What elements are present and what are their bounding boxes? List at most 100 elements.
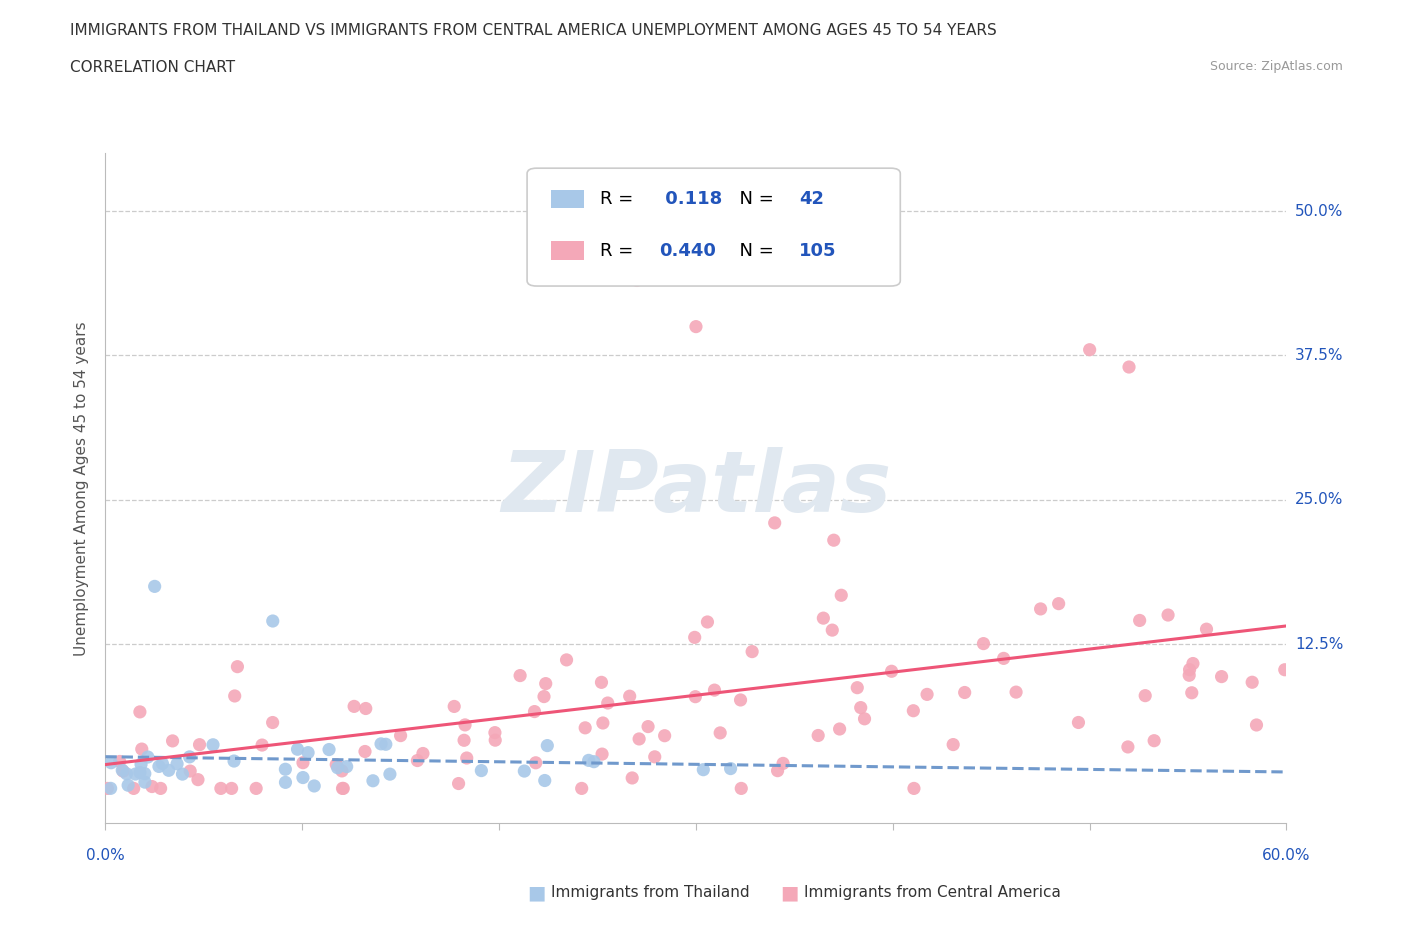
Point <box>1181 656 1204 671</box>
Point <box>484 725 506 740</box>
Point <box>942 737 965 752</box>
Point <box>696 615 718 630</box>
Point <box>1118 360 1140 375</box>
Point <box>1241 675 1264 690</box>
Point <box>354 744 377 759</box>
Point <box>720 761 742 776</box>
Point <box>644 750 666 764</box>
Point <box>209 781 232 796</box>
Point <box>596 696 619 711</box>
FancyBboxPatch shape <box>527 168 900 286</box>
Point <box>536 738 558 753</box>
Point <box>100 755 122 770</box>
Point <box>915 687 938 702</box>
Point <box>343 699 366 714</box>
Point <box>821 623 844 638</box>
Point <box>149 781 172 796</box>
Point <box>772 756 794 771</box>
Point <box>370 737 392 751</box>
Point <box>509 668 531 683</box>
Point <box>129 757 152 772</box>
Point <box>162 734 184 749</box>
Point <box>1005 684 1028 699</box>
Point <box>524 755 547 770</box>
Point <box>1116 739 1139 754</box>
Point <box>591 675 613 690</box>
Text: 0.440: 0.440 <box>659 242 716 259</box>
Point <box>336 759 359 774</box>
Point <box>245 781 267 796</box>
Point <box>262 715 284 730</box>
Point <box>830 588 852 603</box>
Point <box>332 781 354 796</box>
Point <box>274 775 297 790</box>
Point <box>703 683 725 698</box>
Point <box>591 747 613 762</box>
FancyBboxPatch shape <box>551 190 583 208</box>
Text: 0.0%: 0.0% <box>86 848 125 863</box>
Point <box>1157 607 1180 622</box>
Point <box>374 737 396 751</box>
Text: R =: R = <box>600 190 640 208</box>
Point <box>1135 688 1157 703</box>
Point <box>172 766 194 781</box>
Point <box>157 763 180 777</box>
Point <box>100 781 122 796</box>
Point <box>1181 685 1204 700</box>
Point <box>318 742 340 757</box>
Text: R =: R = <box>600 242 640 259</box>
Point <box>685 319 707 334</box>
Point <box>766 764 789 778</box>
Text: 50.0%: 50.0% <box>1295 204 1343 219</box>
Point <box>571 781 593 796</box>
Point <box>330 764 353 778</box>
Point <box>470 764 492 778</box>
Text: ZIPatlas: ZIPatlas <box>501 446 891 530</box>
Point <box>454 717 477 732</box>
Point <box>972 636 994 651</box>
Point <box>592 715 614 730</box>
Point <box>1078 342 1101 357</box>
Point <box>1211 670 1233 684</box>
Point <box>1195 622 1218 637</box>
Point <box>1178 662 1201 677</box>
Point <box>685 689 707 704</box>
Point <box>122 781 145 796</box>
Point <box>222 753 245 768</box>
Point <box>903 703 925 718</box>
Point <box>129 765 152 780</box>
Point <box>683 630 706 644</box>
Point <box>224 688 246 703</box>
Point <box>326 761 349 776</box>
Point <box>853 711 876 726</box>
Text: CORRELATION CHART: CORRELATION CHART <box>70 60 235 75</box>
Point <box>1246 718 1268 733</box>
Text: Source: ZipAtlas.com: Source: ZipAtlas.com <box>1209 60 1343 73</box>
Point <box>453 733 475 748</box>
Point <box>141 779 163 794</box>
Point <box>134 766 156 781</box>
Point <box>152 756 174 771</box>
Text: 42: 42 <box>799 190 824 208</box>
Point <box>763 515 786 530</box>
Point <box>389 728 412 743</box>
Text: ■: ■ <box>527 884 546 902</box>
Point <box>297 745 319 760</box>
Point <box>637 719 659 734</box>
Point <box>291 770 314 785</box>
Text: 25.0%: 25.0% <box>1295 492 1343 507</box>
Point <box>406 753 429 768</box>
Point <box>332 781 354 796</box>
Text: ■: ■ <box>780 884 799 902</box>
Point <box>523 704 546 719</box>
Text: 0.118: 0.118 <box>659 190 723 208</box>
Point <box>903 781 925 796</box>
Text: N =: N = <box>728 190 779 208</box>
Point <box>354 701 377 716</box>
Point <box>692 763 714 777</box>
Point <box>291 755 314 770</box>
Point <box>187 772 209 787</box>
Point <box>221 781 243 796</box>
Point <box>134 775 156 790</box>
Point <box>574 721 596 736</box>
